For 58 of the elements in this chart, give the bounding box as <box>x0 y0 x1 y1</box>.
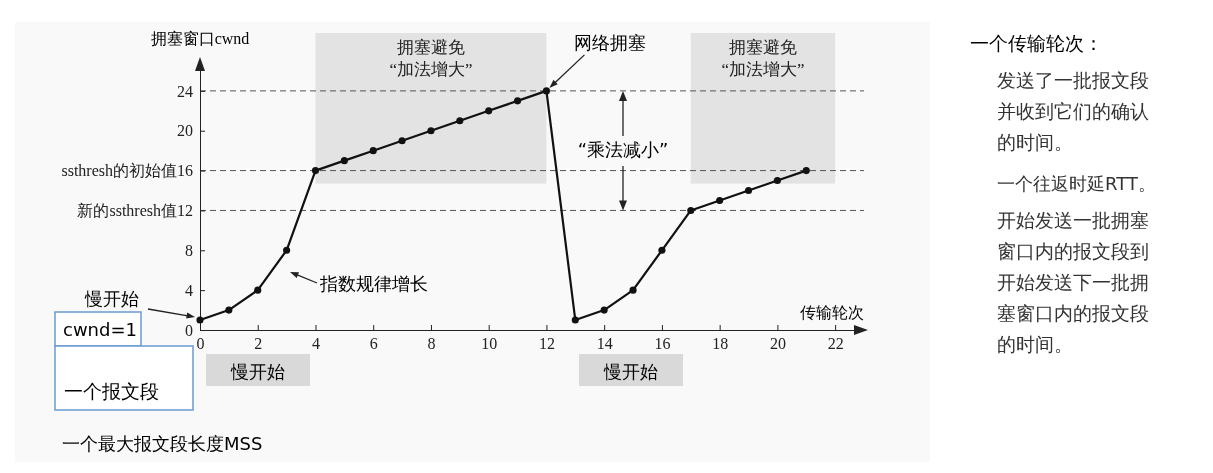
point <box>398 137 406 145</box>
x-tick-label: 20 <box>769 335 786 353</box>
x-tick-label: 4 <box>311 335 320 353</box>
x-tick-label: 2 <box>254 335 263 353</box>
point <box>658 246 666 254</box>
x-tick-label: 18 <box>712 335 729 353</box>
text: 发送了一批报文段并收到它们的确认的时间。 <box>997 69 1149 153</box>
y-tick-label: 新的ssthresh值12 <box>77 202 193 220</box>
text: 一个传输轮次： <box>970 32 1103 54</box>
band-label: 拥塞避免 “加法增大” <box>721 38 805 79</box>
y-tick-label: 20 <box>177 122 193 140</box>
point <box>254 286 262 294</box>
x-tick-label: 16 <box>654 335 671 353</box>
point <box>427 127 435 135</box>
text: 一个往返时延RTT。 <box>997 173 1156 194</box>
point <box>773 176 781 185</box>
x-tick-label: 0 <box>196 335 205 353</box>
point <box>744 186 753 195</box>
x-tick-label: 22 <box>827 335 844 353</box>
x-tick-label: 14 <box>596 335 613 353</box>
y-tick-label: 0 <box>185 321 193 339</box>
y-tick-label: 4 <box>185 281 193 299</box>
x-tick-label: 8 <box>427 335 436 353</box>
y-tick-label: 8 <box>185 241 193 259</box>
text: 一个报文段 <box>64 380 159 402</box>
point <box>687 206 695 215</box>
point <box>340 157 348 165</box>
text: 一个最大报文段长度MSS <box>62 433 263 454</box>
point <box>600 306 608 314</box>
point <box>542 87 550 95</box>
point <box>311 167 320 175</box>
point <box>485 107 493 115</box>
point <box>629 286 637 294</box>
point <box>571 316 579 324</box>
point <box>716 196 724 205</box>
point <box>369 147 377 155</box>
text: 慢开始 <box>84 288 139 309</box>
y-tick-label: 24 <box>177 82 193 100</box>
text: 慢开始 <box>230 361 285 382</box>
point <box>196 316 204 324</box>
text: 开始发送一批拥塞窗口内的报文段到开始发送下一批拥塞窗口内的报文段的时间。 <box>997 209 1149 355</box>
annotation: “乘法减小” <box>577 139 669 160</box>
x-tick-label: 6 <box>369 335 378 353</box>
band-label: 拥塞避免 “加法增大” <box>389 38 473 79</box>
x-tick-label: 10 <box>481 335 498 353</box>
point <box>225 306 233 314</box>
point <box>514 97 522 105</box>
point <box>283 246 291 254</box>
text: 慢开始 <box>603 361 658 382</box>
text: cwnd=1 <box>63 319 137 340</box>
annotation: 网络拥塞 <box>574 31 647 53</box>
y-axis-title: 拥塞窗口cwnd <box>150 30 250 47</box>
point <box>802 167 810 175</box>
x-axis-title: 传输轮次 <box>800 304 864 321</box>
point <box>456 117 464 125</box>
y-tick-label: ssthresh的初始值16 <box>61 162 193 180</box>
annotation: 指数规律增长 <box>319 273 428 294</box>
x-tick-label: 12 <box>538 335 555 353</box>
